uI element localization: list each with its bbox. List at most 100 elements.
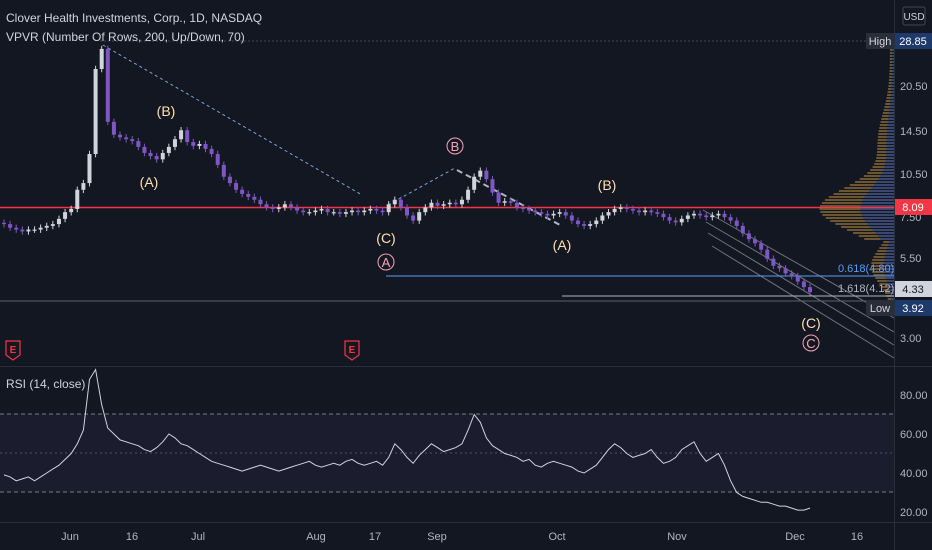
candle-body [240, 189, 245, 194]
volume-profile-bar [889, 52, 893, 54]
candle-body [124, 137, 129, 140]
candle-body [533, 210, 538, 213]
volume-profile-bar [849, 184, 875, 186]
volume-profile-bar [877, 136, 887, 138]
volume-profile-bar [882, 172, 894, 174]
volume-profile-bar [877, 151, 887, 153]
candle-body [337, 212, 342, 214]
candle-body [789, 273, 794, 277]
candle-body [716, 213, 721, 216]
volume-profile-bar [888, 115, 894, 117]
circled-wave-labels: A B C [377, 137, 820, 352]
candle-body [215, 154, 220, 165]
level-value: 8.09 [902, 202, 923, 214]
volume-profile-bar [892, 55, 894, 57]
chart-title[interactable]: Clover Health Investments, Corp., 1D, NA… [6, 11, 262, 25]
volume-profile-bar [892, 52, 894, 54]
candle-body [374, 208, 379, 211]
volume-profile-bar [877, 145, 887, 147]
candle-body [795, 276, 800, 282]
level-value-badge [895, 199, 932, 215]
svg-text:E: E [10, 345, 17, 356]
volume-profile-bar [867, 223, 894, 225]
earnings-marker[interactable]: E [5, 340, 21, 361]
volume-profile-bar [891, 85, 894, 87]
rsi-tick: 40.00 [900, 468, 928, 480]
high-badge [866, 33, 894, 49]
volume-profile-bar [875, 160, 886, 162]
candle-body [301, 210, 306, 213]
volume-profile-bar [881, 286, 889, 288]
indicator-title[interactable]: VPVR (Number Of Rows, 200, Up/Down, 70) [6, 30, 245, 44]
volume-profile-bar [888, 112, 894, 114]
candle-body [563, 212, 568, 216]
candle-body [429, 202, 434, 208]
candle-body [673, 220, 678, 223]
earnings-marker[interactable]: E [344, 340, 360, 361]
volume-profile-bar [862, 199, 894, 201]
high-label: High [869, 36, 892, 48]
candle-body [710, 215, 715, 218]
candle-body [545, 213, 550, 216]
volume-profile-bar [876, 157, 886, 159]
circled-label: B [451, 139, 460, 154]
volume-profile-bar [853, 232, 876, 234]
volume-profile-bar [892, 58, 894, 60]
volume-profile-bar [886, 139, 894, 141]
volume-profile-bar [884, 106, 890, 108]
circled-label: C [806, 336, 815, 351]
volume-profile-bar [886, 97, 891, 99]
candlestick-series [2, 45, 812, 296]
volume-profile-bar [888, 88, 892, 90]
candle-body [447, 202, 452, 205]
volume-profile-bar [870, 169, 884, 171]
volume-profile-bar [885, 103, 891, 105]
time-tick: Nov [667, 531, 687, 543]
rsi-tick: 20.00 [900, 507, 928, 519]
volume-profile-bar [888, 79, 892, 81]
volume-profile-bar [889, 64, 893, 66]
volume-profile-bar [821, 202, 862, 204]
candle-body [392, 199, 397, 205]
volume-profile-bar [822, 214, 862, 216]
candle-body [569, 215, 574, 221]
candle-body [624, 207, 629, 209]
candle-body [111, 121, 116, 135]
volume-profile-bar [869, 190, 894, 192]
candle-body [594, 220, 599, 225]
rsi-axis[interactable]: 80.00 60.00 40.00 20.00 [900, 390, 928, 519]
volume-profile-bar [891, 70, 894, 72]
candle-body [264, 204, 269, 208]
candle-body [380, 210, 385, 213]
rsi-title[interactable]: RSI (14, close) [6, 377, 85, 391]
time-axis[interactable]: Jun 16 Jul Aug 17 Sep Oct Nov Dec 16 [61, 531, 863, 543]
candle-body [118, 134, 123, 138]
candle-body [8, 224, 13, 228]
candle-body [618, 207, 623, 209]
volume-profile-bar [885, 157, 894, 159]
volume-profile-bar [887, 121, 894, 123]
candle-body [343, 212, 348, 214]
volume-profile-bar [881, 118, 889, 120]
volume-profile-bar [877, 280, 887, 282]
volume-profile-bar [885, 253, 894, 255]
volume-profile-bar [892, 61, 894, 63]
candle-body [130, 139, 135, 142]
time-tick: 17 [369, 531, 381, 543]
candle-body [136, 141, 141, 147]
currency-button[interactable] [902, 6, 926, 26]
volume-profile-bar [861, 202, 894, 204]
volume-profile [819, 46, 894, 300]
volume-profile-bar [885, 163, 894, 165]
volume-profile-bar [884, 259, 894, 261]
volume-profile-bar [886, 145, 894, 147]
low-label: Low [870, 303, 890, 315]
volume-profile-bar [871, 262, 884, 264]
volume-profile-bar [884, 274, 894, 276]
candle-body [759, 243, 764, 250]
candle-body [661, 213, 666, 218]
volume-profile-bar [847, 229, 873, 231]
candle-body [423, 207, 428, 213]
volume-profile-bar [819, 208, 861, 210]
